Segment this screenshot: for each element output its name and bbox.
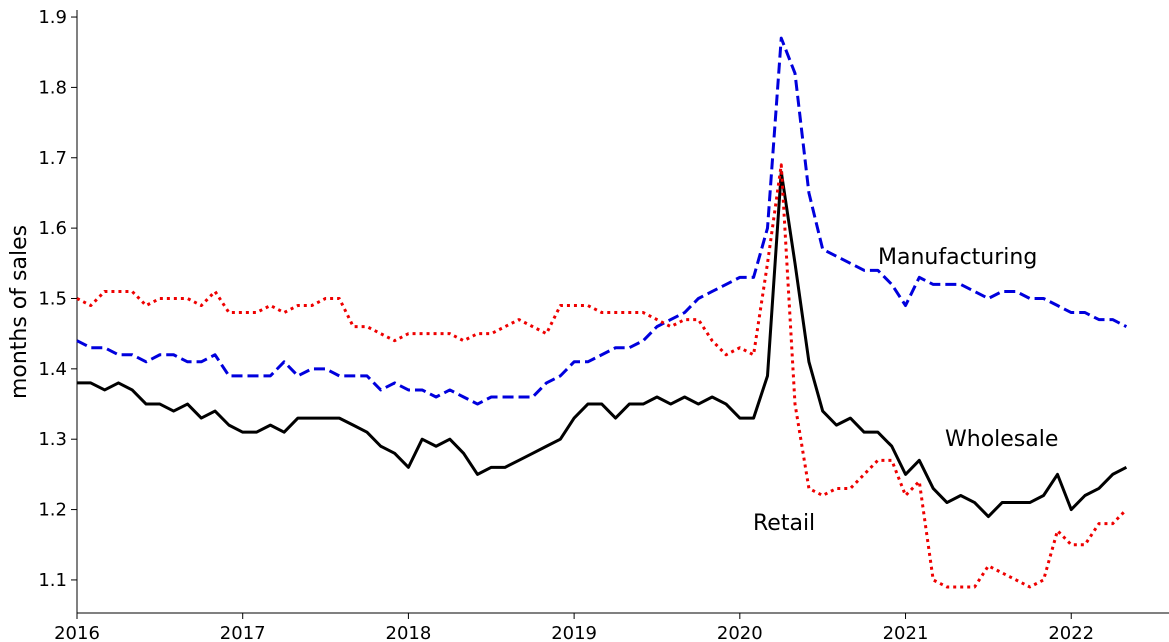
series-line <box>77 170 1128 519</box>
x-tick-label: 2021 <box>883 623 929 642</box>
x-tick-label: 2017 <box>220 623 266 642</box>
y-tick-label: 1.5 <box>38 288 67 309</box>
x-tick-label: 2018 <box>386 623 432 642</box>
annotation: Retail <box>753 511 815 536</box>
y-tick-label: 1.2 <box>38 500 67 521</box>
y-tick-label: 1.8 <box>38 77 67 98</box>
x-tick-label: 2020 <box>717 623 763 642</box>
x-tick-label: 2019 <box>551 623 597 642</box>
y-tick-label: 1.4 <box>38 359 67 380</box>
series-line <box>76 163 1128 589</box>
series-line <box>76 36 1128 406</box>
annotation: Manufacturing <box>878 245 1037 270</box>
y-axis-label: months of sales <box>7 225 32 399</box>
annotation: Wholesale <box>945 427 1058 452</box>
y-tick-label: 1.6 <box>38 218 67 239</box>
x-tick-label: 2022 <box>1048 623 1094 642</box>
y-tick-label: 1.7 <box>38 148 67 169</box>
x-tick-label: 2016 <box>54 623 100 642</box>
y-tick-label: 1.9 <box>38 7 67 28</box>
y-tick-label: 1.1 <box>38 570 67 591</box>
y-tick-label: 1.3 <box>38 429 67 450</box>
